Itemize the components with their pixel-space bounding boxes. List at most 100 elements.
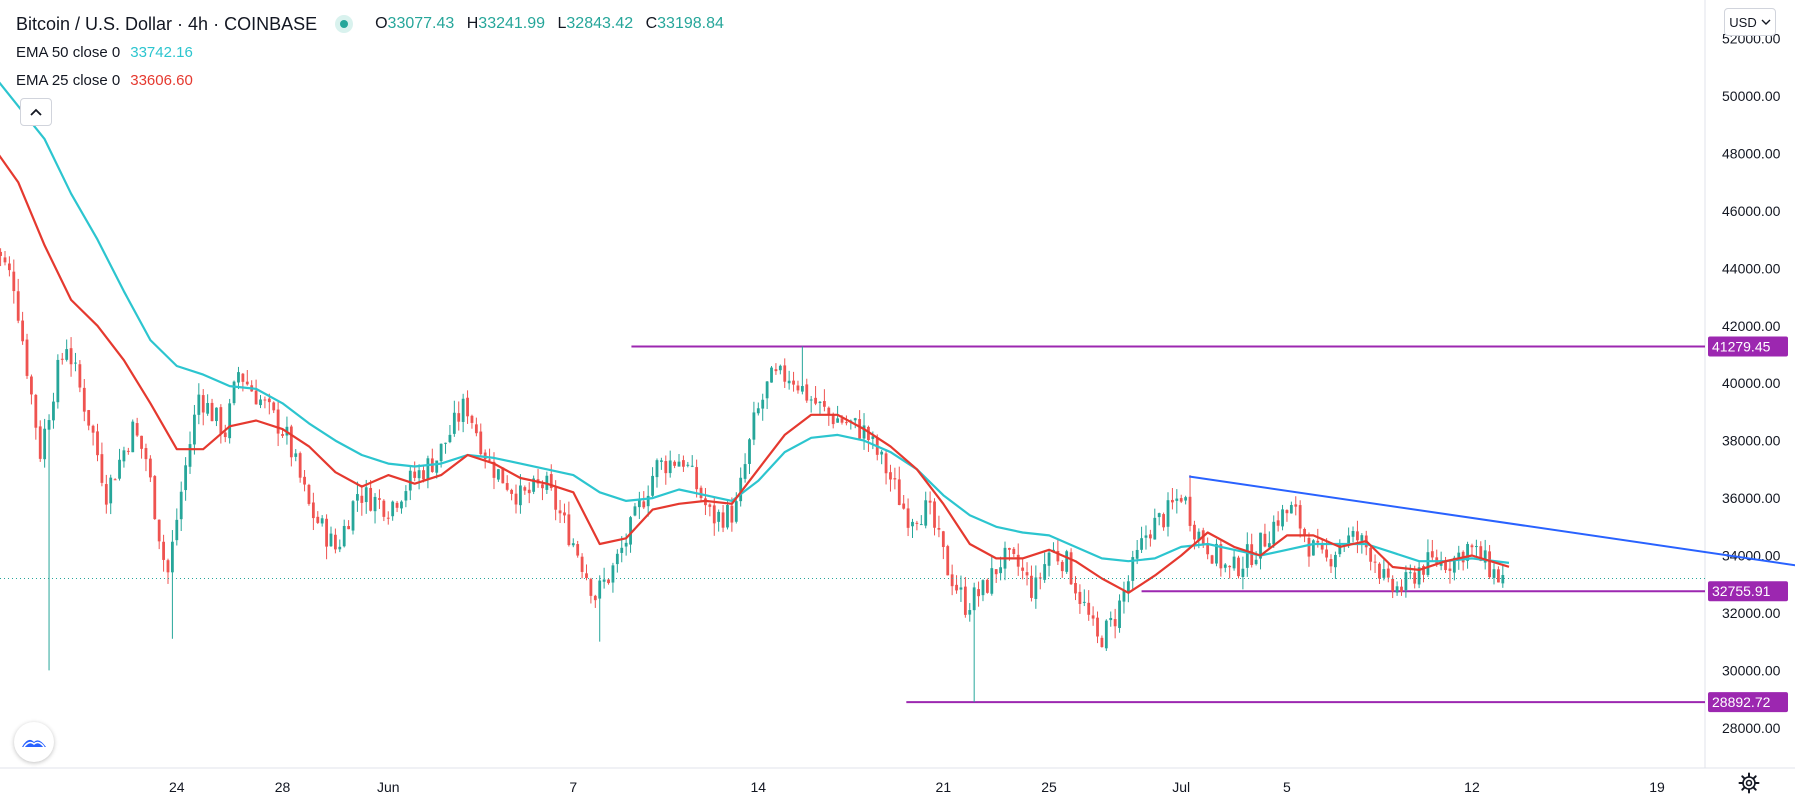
candle-body xyxy=(620,547,624,553)
candle-body xyxy=(651,475,654,496)
tradingview-logo-button[interactable] xyxy=(14,722,54,762)
ohlc-low-value: 32843.42 xyxy=(566,15,634,32)
candle-body xyxy=(1184,497,1188,501)
candle-body xyxy=(867,426,870,441)
candle-body xyxy=(69,348,73,365)
candle-body xyxy=(131,421,135,453)
candle-body xyxy=(805,384,809,401)
candle-body xyxy=(281,434,284,436)
candle-body xyxy=(311,502,315,519)
candle-body xyxy=(1501,575,1505,584)
candle-body xyxy=(148,458,152,478)
candle-body xyxy=(298,453,302,478)
candle-body xyxy=(109,477,113,504)
chart-settings-button[interactable] xyxy=(1736,770,1762,796)
candle-body xyxy=(814,397,817,404)
candle-body xyxy=(461,398,465,422)
legend-ema50-row[interactable]: EMA 50 close 0 33742.16 xyxy=(16,38,732,66)
candle-body xyxy=(237,372,240,383)
ema25-label: EMA 25 close 0 xyxy=(16,71,121,89)
candle-body xyxy=(611,565,615,583)
candle-body xyxy=(955,584,958,591)
candle-body xyxy=(417,470,421,479)
candle-body xyxy=(378,498,381,500)
tradingview-logo-icon xyxy=(22,739,46,748)
candle-body xyxy=(937,528,941,530)
candle-body xyxy=(1444,561,1447,571)
candle-body xyxy=(1479,546,1483,561)
candle-body xyxy=(1404,572,1408,591)
candle-body xyxy=(1193,524,1196,540)
symbol-title[interactable]: Bitcoin / U.S. Dollar · 4h · COINBASE xyxy=(16,13,318,34)
candle-body xyxy=(1382,569,1386,578)
candle-body xyxy=(770,367,773,383)
candle-body xyxy=(853,418,857,421)
trend-lines[interactable] xyxy=(0,475,1795,586)
ohlc-high-key: H xyxy=(466,15,479,32)
candle-body xyxy=(1131,557,1135,581)
y-tick-label: 32000.00 xyxy=(1722,605,1781,621)
candle-body xyxy=(373,496,377,512)
candle-body xyxy=(126,450,130,452)
horizontal-levels[interactable] xyxy=(631,345,1705,704)
candle-body xyxy=(1395,586,1399,593)
candle-body xyxy=(0,251,2,256)
candle-body xyxy=(514,493,518,505)
candle-body xyxy=(245,381,249,385)
y-tick-label: 28000.00 xyxy=(1722,720,1781,736)
candle-body xyxy=(219,407,223,434)
candle-body xyxy=(1408,572,1412,574)
candle-body xyxy=(1289,505,1293,514)
candle-body xyxy=(444,442,447,444)
candle-body xyxy=(712,505,716,524)
candle-body xyxy=(316,516,320,523)
candle-body xyxy=(439,443,443,462)
candle-body xyxy=(796,385,800,391)
chevron-down-icon xyxy=(1761,19,1771,25)
market-status-icon[interactable] xyxy=(335,15,354,33)
currency-select[interactable]: USD xyxy=(1724,8,1776,36)
candle-body xyxy=(422,470,425,480)
candle-body xyxy=(184,465,188,491)
price-labels: 41279.45 32755.91 28892.72 xyxy=(1708,336,1788,713)
candle-body xyxy=(1219,544,1223,569)
candle-body xyxy=(166,560,170,573)
candle-body xyxy=(1391,578,1395,592)
candle-body xyxy=(629,517,632,545)
candle-body xyxy=(272,402,276,411)
candle-body xyxy=(1241,568,1245,577)
candle-body xyxy=(1197,531,1201,541)
price-axis[interactable] xyxy=(0,0,1795,769)
candle-body xyxy=(999,567,1003,574)
candle-body xyxy=(558,510,562,514)
y-tick-label: 44000.00 xyxy=(1722,260,1781,276)
candle-body xyxy=(1303,529,1306,537)
candle-body xyxy=(673,461,677,466)
candle-body xyxy=(1378,563,1381,579)
candle-body xyxy=(959,587,963,590)
candle-body xyxy=(210,402,214,422)
y-tick-label: 30000.00 xyxy=(1722,662,1781,678)
x-tick-label: 12 xyxy=(1464,779,1480,795)
candle-body xyxy=(1426,552,1430,575)
candle-body xyxy=(532,478,536,492)
candle-body xyxy=(902,503,906,509)
candle-body xyxy=(567,514,571,546)
candle-body xyxy=(1413,572,1417,584)
candle-body xyxy=(1078,591,1082,604)
candle-body xyxy=(188,444,192,467)
candle-body xyxy=(893,478,897,480)
collapse-legend-button[interactable] xyxy=(20,98,52,126)
candle-body xyxy=(1285,510,1289,514)
candle-body xyxy=(364,487,368,503)
legend-ema25-row[interactable]: EMA 25 close 0 33606.60 xyxy=(16,66,732,94)
candle-body xyxy=(254,390,258,405)
candle-body xyxy=(408,470,412,491)
candle-body xyxy=(761,399,765,409)
candle-body xyxy=(822,401,826,407)
x-tick-label: 7 xyxy=(569,779,577,795)
descending-trend-line[interactable] xyxy=(1189,475,1795,586)
candle-body xyxy=(633,506,637,516)
candle-body xyxy=(1497,569,1500,583)
